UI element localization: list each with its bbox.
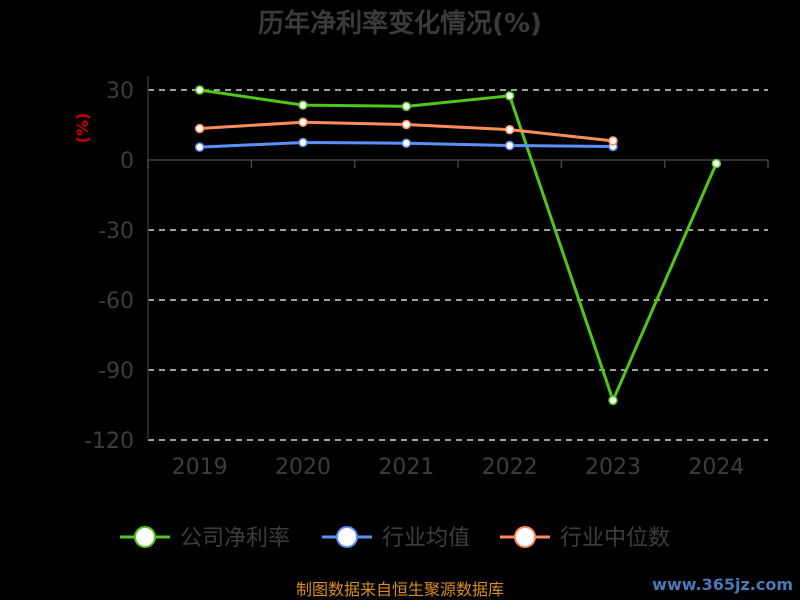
series-lines (194, 85, 722, 406)
legend-item[interactable]: 公司净利率 (120, 526, 290, 551)
legend-marker (514, 526, 536, 548)
legend[interactable]: 公司净利率 行业均值 行业中位数 (120, 526, 670, 551)
data-point[interactable] (504, 140, 515, 151)
data-point[interactable] (298, 117, 308, 127)
data-source-note: 制图数据来自恒生聚源数据库 (296, 580, 504, 599)
x-tick-label: 2020 (275, 455, 331, 480)
y-tick-label: 0 (120, 149, 134, 174)
chart-title: 历年净利率变化情况(%) (258, 8, 542, 39)
legend-label: 行业均值 (382, 526, 470, 551)
y-tick-label: -120 (84, 429, 134, 454)
data-point[interactable] (504, 124, 515, 135)
legend-marker (336, 526, 358, 548)
y-tick-label: 30 (106, 79, 134, 104)
data-point[interactable] (401, 101, 412, 112)
y-tick-labels: 30 0 -30 -60 -90 -120 (84, 79, 134, 454)
legend-label: 公司净利率 (180, 526, 290, 551)
y-tick-label: -30 (98, 219, 134, 244)
data-point[interactable] (194, 142, 205, 152)
data-point[interactable] (608, 136, 618, 146)
data-point[interactable] (194, 85, 205, 95)
legend-item[interactable]: 行业均值 (322, 526, 470, 551)
data-point[interactable] (401, 119, 412, 130)
legend-label: 行业中位数 (560, 526, 670, 551)
data-point[interactable] (711, 158, 722, 169)
y-axis-label: (%) (73, 113, 92, 144)
x-tick-label: 2019 (172, 455, 228, 480)
data-point[interactable] (608, 395, 618, 406)
x-tick-label: 2022 (482, 455, 538, 480)
x-tick-label: 2024 (688, 455, 744, 480)
data-point[interactable] (298, 100, 308, 110)
watermark: www.365jz.com (652, 575, 793, 594)
data-point[interactable] (298, 137, 308, 148)
legend-marker (134, 526, 156, 548)
legend-item[interactable]: 行业中位数 (500, 526, 670, 551)
data-point[interactable] (194, 123, 205, 134)
series-line-0 (199, 88, 718, 402)
x-tick-labels: 2019 2020 2021 2022 2023 2024 (172, 455, 745, 480)
x-tick-label: 2023 (585, 455, 641, 480)
x-tick-label: 2021 (378, 455, 434, 480)
axes (147, 76, 769, 440)
y-tick-label: -60 (98, 289, 134, 314)
data-point[interactable] (401, 138, 412, 148)
data-point[interactable] (504, 91, 515, 101)
y-tick-label: -90 (98, 359, 134, 384)
grid-lines (148, 89, 768, 441)
